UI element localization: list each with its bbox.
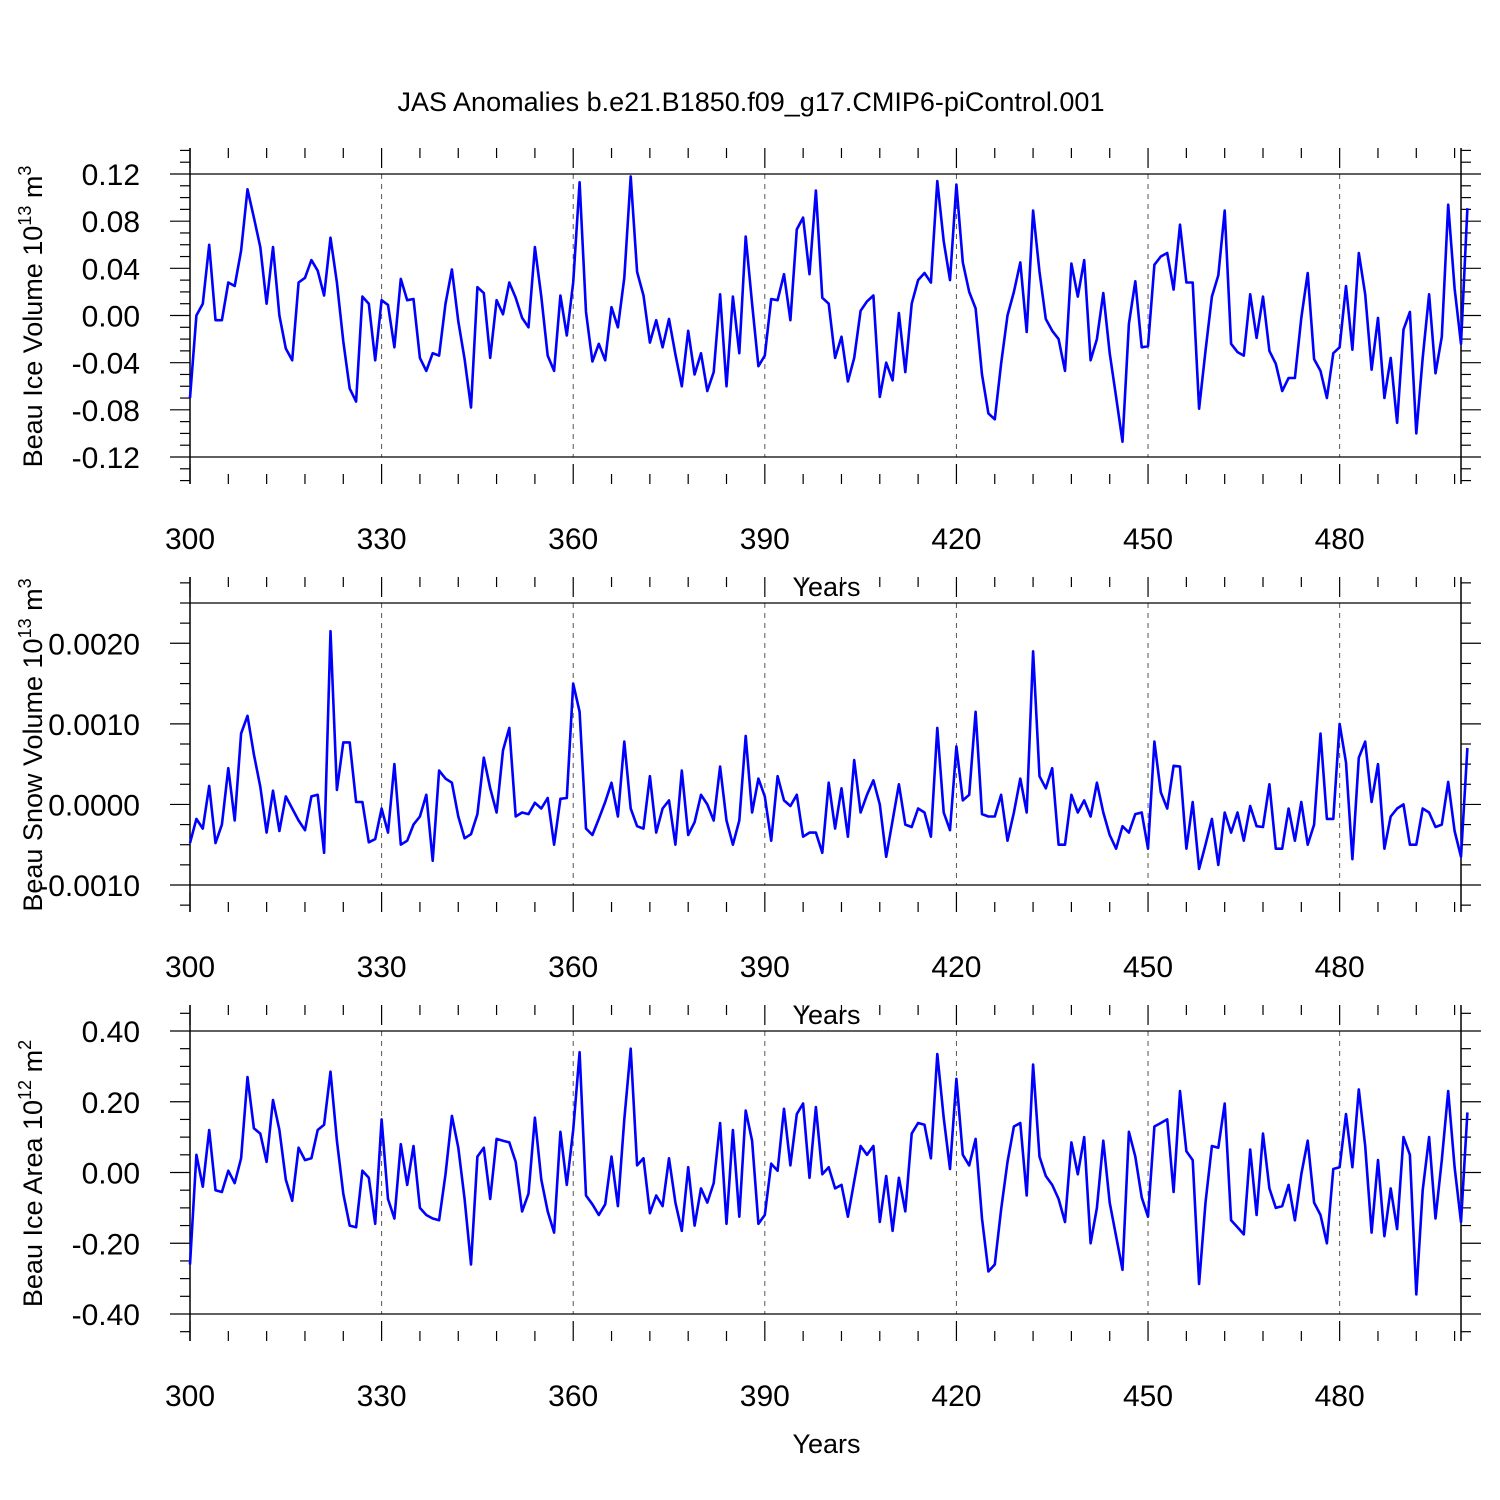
panel-3: -0.40 -0.20 0.00 0.20 0.40 300 330 360 390 420 450… [15, 1005, 1481, 1459]
panels: -0.12 -0.08 -0.04 0.00 0.04 0.08 0.12 300 330 360… [15, 148, 1481, 1459]
figure-title: JAS Anomalies b.e21.B1850.f09_g17.CMIP6-… [398, 87, 1105, 117]
series-points [189, 1048, 1468, 1295]
y-axis-label: Beau Ice Area 1012 m2 [15, 1040, 48, 1307]
y-tick-label: -0.20 [72, 1228, 140, 1261]
y-tick-label: -0.08 [72, 395, 140, 428]
y-tick-label: 0.00 [82, 301, 140, 334]
y-tick-label: 0.12 [82, 159, 140, 192]
y-tick-label: -0.12 [72, 442, 140, 475]
y-axis-label-text: Beau Ice Volume 10 [18, 226, 48, 468]
x-tick-label: 330 [357, 523, 407, 556]
x-axis-label: Years [792, 1429, 860, 1459]
x-tick-label: 390 [740, 523, 790, 556]
series-points [189, 176, 1468, 442]
x-axis-label: Years [792, 572, 860, 602]
x-tick-label: 390 [740, 1380, 790, 1413]
x-tick-label: 420 [931, 1380, 981, 1413]
x-tick-label: 300 [165, 523, 215, 556]
x-tick-label: 390 [740, 951, 790, 984]
y-axis-label: Beau Ice Volume 1013 m3 [15, 166, 48, 468]
y-tick-label: 0.00 [82, 1158, 140, 1191]
x-tick-label: 420 [931, 951, 981, 984]
y-axis-label-unit: m [18, 588, 48, 618]
x-tick-label: 330 [357, 951, 407, 984]
x-axis-label: Years [792, 1000, 860, 1030]
y-axis-label-exponent: 13 [15, 206, 35, 226]
y-axis-label-text: Beau Ice Area 10 [18, 1100, 48, 1307]
y-axis-label-unit: m [18, 1050, 48, 1080]
y-tick-label: 0.0010 [48, 709, 140, 742]
x-tick-label: 450 [1123, 523, 1173, 556]
x-tick-label: 330 [357, 1380, 407, 1413]
y-axis-label-text: Beau Snow Volume 10 [18, 638, 48, 911]
y-tick-label: 0.0000 [48, 789, 140, 822]
x-tick-label: 300 [165, 951, 215, 984]
y-axis-label-unit-exponent: 2 [15, 1040, 35, 1050]
y-tick-label: 0.0020 [48, 628, 140, 661]
x-tick-label: 420 [931, 523, 981, 556]
x-tick-label: 480 [1315, 951, 1365, 984]
x-tick-label: 480 [1315, 1380, 1365, 1413]
x-tick-label: 360 [548, 1380, 598, 1413]
y-axis-label-exponent: 13 [15, 618, 35, 638]
x-tick-label: 480 [1315, 523, 1365, 556]
x-tick-label: 360 [548, 951, 598, 984]
y-axis-label-unit-exponent: 3 [15, 166, 35, 176]
y-tick-label: 0.40 [82, 1016, 140, 1049]
y-axis-label: Beau Snow Volume 1013 m3 [15, 578, 48, 911]
panel-2: -0.0010 0.0000 0.0010 0.0020 300 330 360 390 420… [15, 577, 1481, 1030]
y-axis-label-unit-exponent: 3 [15, 578, 35, 588]
x-tick-label: 300 [165, 1380, 215, 1413]
panel-1: -0.12 -0.08 -0.04 0.00 0.04 0.08 0.12 300 330 360… [15, 148, 1481, 602]
y-axis-label-unit: m [18, 176, 48, 206]
y-tick-label: -0.04 [72, 348, 140, 381]
y-tick-label: 0.20 [82, 1087, 140, 1120]
y-tick-label: -0.0010 [38, 870, 140, 903]
x-tick-label: 450 [1123, 1380, 1173, 1413]
x-tick-label: 450 [1123, 951, 1173, 984]
y-axis-label-exponent: 12 [15, 1080, 35, 1100]
x-tick-label: 360 [548, 523, 598, 556]
y-tick-label: 0.08 [82, 206, 140, 239]
series-points [189, 631, 1468, 869]
y-tick-label: 0.04 [82, 253, 140, 286]
y-tick-label: -0.40 [72, 1299, 140, 1332]
